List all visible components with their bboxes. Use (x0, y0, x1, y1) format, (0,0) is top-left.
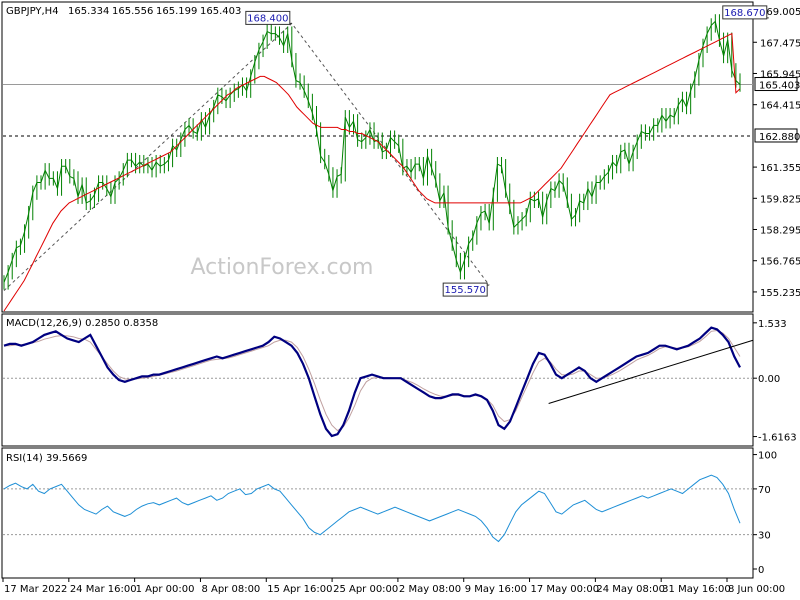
rsi-tick-label: 100 (758, 451, 777, 462)
ohlc-close: 165.403 (200, 6, 241, 17)
price-tick-label: 164.415 (760, 101, 800, 112)
macd-label: MACD(12,26,9) 0.2850 0.8358 (6, 318, 158, 329)
ohlc-low: 165.199 (156, 6, 197, 17)
price-series (3, 14, 741, 312)
time-axis: 17 Mar 2022 24 Mar 16:00 1 Apr 00:00 8 Apr … (2, 578, 785, 595)
moving-average-line (3, 32, 741, 312)
price-close-line (3, 20, 741, 283)
price-tick-label: 161.355 (760, 163, 800, 174)
swing-annotation: 168.400 (245, 10, 292, 25)
swing-annotation: 155.570 (442, 282, 490, 297)
macd-trendline (548, 339, 754, 404)
time-tick-label: 17 Mar 2022 (4, 584, 67, 595)
price-annotations: 168.400 155.570 168.670 (245, 5, 769, 297)
time-tick-label: 9 May 16:00 (465, 584, 527, 595)
macd-signal-line (4, 329, 741, 432)
price-tick-label: 156.765 (760, 257, 800, 268)
time-tick-label: 15 Apr 16:00 (267, 584, 332, 595)
macd-tick-label: 0.00 (758, 374, 780, 385)
watermark: ActionForex.com (191, 255, 374, 280)
support-line-label: 162.880 (754, 128, 800, 143)
svg-text:155.570: 155.570 (445, 285, 486, 296)
price-tick-label: 167.475 (760, 38, 800, 49)
time-tick-label: 1 Apr 00:00 (136, 584, 195, 595)
ohlc-open: 165.334 (68, 6, 109, 17)
price-tick-label: 159.825 (760, 194, 800, 205)
macd-series: 1.533 0.00 -1.6163 (3, 319, 797, 444)
time-tick-label: 31 May 16:00 (662, 584, 731, 595)
price-tick-label: 165.945 (760, 69, 800, 80)
time-tick-label: 2 May 08:00 (399, 584, 461, 595)
svg-text:168.670: 168.670 (724, 8, 765, 19)
chart-symbol: GBPJPY,H4 (6, 6, 59, 17)
time-tick-label: 24 Mar 16:00 (70, 584, 137, 595)
current-price-label: 165.403 (754, 77, 800, 92)
rsi-series: 100 70 30 0 (3, 451, 777, 576)
price-tick-label: 169.005 (760, 7, 800, 18)
macd-tick-label: -1.6163 (758, 433, 797, 444)
svg-text:165.403: 165.403 (759, 81, 800, 92)
svg-text:162.880: 162.880 (759, 132, 800, 143)
macd-tick-label: 1.533 (758, 319, 787, 330)
price-axis: 169.005 167.475 165.945 164.415 161.355 159.8… (753, 7, 800, 299)
price-tick-label: 158.295 (760, 226, 800, 237)
price-panel-frame (1, 1, 754, 313)
rsi-line (3, 474, 741, 543)
rsi-panel-frame (1, 447, 754, 579)
time-tick-label: 24 May 08:00 (596, 584, 665, 595)
rsi-tick-label: 0 (758, 565, 764, 576)
time-tick-label: 8 Jun 00:00 (728, 584, 785, 595)
macd-line (3, 326, 741, 438)
rsi-label: RSI(14) 39.5669 (6, 453, 87, 464)
ohlc-high: 165.556 (112, 6, 153, 17)
time-tick-label: 17 May 00:00 (531, 584, 600, 595)
macd-panel-frame (1, 313, 754, 447)
rsi-tick-label: 30 (758, 531, 771, 542)
rsi-tick-label: 70 (758, 485, 771, 496)
time-tick-label: 8 Apr 08:00 (201, 584, 260, 595)
price-tick-label: 155.235 (760, 288, 800, 299)
swing-annotation: 168.670 (722, 5, 769, 20)
time-tick-label: 25 Apr 00:00 (333, 584, 398, 595)
svg-text:168.400: 168.400 (247, 13, 288, 24)
